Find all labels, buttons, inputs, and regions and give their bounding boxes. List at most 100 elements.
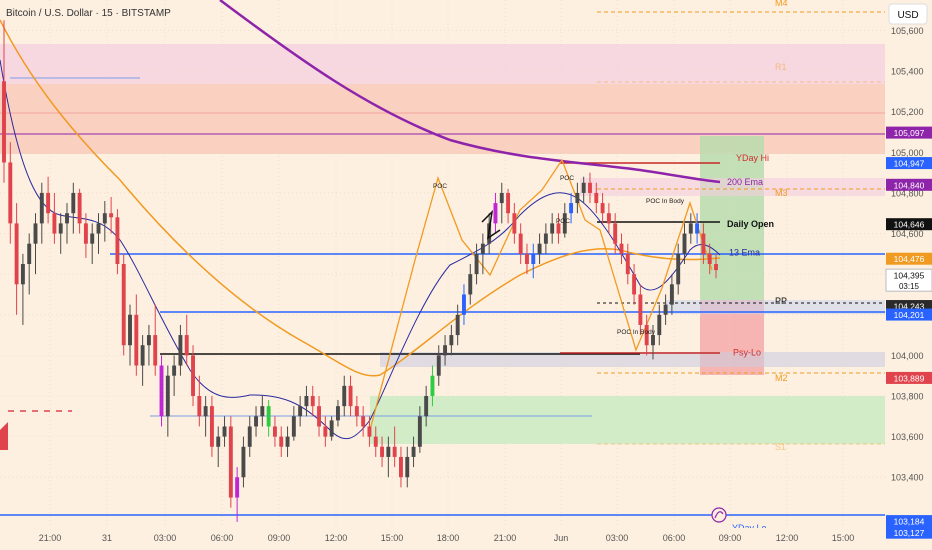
level-label-m4: M4 — [775, 0, 788, 8]
candle-body — [550, 223, 555, 234]
pink-m3-zone — [580, 178, 885, 196]
ydl-icon-glyph — [714, 511, 724, 519]
price-axis-countdown: 03:15 — [899, 282, 920, 291]
candle-body — [606, 213, 611, 224]
candle-body — [600, 203, 605, 214]
candle-body — [468, 274, 473, 295]
candle-body — [77, 192, 82, 224]
level-label-s1: S1 — [775, 442, 786, 452]
candle-body — [518, 233, 523, 254]
candle-body — [20, 264, 25, 285]
candle-body — [203, 406, 208, 417]
time-tick-label: 12:00 — [776, 533, 799, 543]
candle-body — [361, 416, 366, 427]
price-tick-label: 103,600 — [891, 432, 924, 442]
candle-body — [235, 477, 240, 498]
candle-body — [216, 436, 221, 447]
price-axis-tag — [886, 308, 932, 321]
price-axis-tag-text: 104,947 — [894, 159, 925, 169]
time-tick-label: 06:00 — [211, 533, 234, 543]
price-axis-tag — [885, 268, 932, 292]
candle-body — [8, 162, 13, 224]
candle-body — [247, 426, 252, 447]
candle-body — [335, 406, 340, 421]
candle-body — [462, 294, 466, 315]
candle-body — [695, 223, 700, 234]
annotations-group: POC POC POC POC In Body POC In Body — [433, 175, 685, 336]
candle-body — [556, 223, 561, 234]
candle-body — [449, 335, 454, 346]
candle-body — [443, 345, 448, 356]
candle-body — [506, 192, 511, 214]
poc-annotation: POC In Body — [646, 198, 685, 205]
candle-body — [638, 294, 643, 325]
candle-body — [367, 426, 372, 437]
currency-button[interactable] — [888, 3, 928, 25]
price-axis-tag — [886, 252, 932, 265]
time-tick-label: 21:00 — [494, 533, 517, 543]
poc-annotation: POC — [556, 218, 570, 225]
candle-body — [669, 284, 674, 305]
price-axis-tag — [886, 515, 932, 528]
candle-body — [165, 375, 170, 417]
price-axis-tag — [886, 371, 932, 384]
level-label-pp: PP — [775, 296, 787, 306]
price-axis-tag-text: 104,243 — [894, 302, 925, 312]
time-tick-label: 21:00 — [39, 533, 62, 543]
candle-body — [71, 192, 76, 214]
candle-body — [102, 213, 107, 224]
candle-body — [430, 375, 435, 396]
candle-body — [663, 304, 668, 315]
level-label-ema13: 13 Ema — [729, 248, 760, 258]
candle-body — [310, 396, 315, 407]
time-tick-label: 03:00 — [606, 533, 629, 543]
price-tick-label: 105,600 — [891, 26, 924, 36]
price-tick-label: 105,200 — [891, 107, 924, 117]
price-tick-label: 104,000 — [891, 351, 924, 361]
candle-body — [323, 426, 328, 437]
candle-body — [657, 314, 662, 336]
candles-group — [2, 20, 718, 522]
candle-body — [342, 385, 347, 407]
price-tick-label: 104,600 — [891, 229, 924, 239]
green-zone-bottom — [370, 396, 885, 444]
candle-body — [581, 182, 586, 193]
candle-body — [512, 213, 517, 234]
pink-zone-top — [0, 44, 885, 84]
price-tick-label: 103,400 — [891, 473, 924, 483]
candle-body — [424, 396, 429, 417]
candle-body — [184, 335, 189, 356]
price-axis-tag — [886, 157, 932, 170]
symbol-title: Bitcoin / U.S. Dollar · 15 · BITSTAMP — [6, 8, 171, 19]
candle-body — [354, 406, 359, 417]
candle-body — [625, 253, 630, 275]
red-arrow-marker — [0, 422, 8, 450]
candle-body — [285, 436, 290, 447]
candle-body — [644, 324, 649, 346]
candle-body — [701, 233, 706, 254]
candle-body — [33, 223, 38, 244]
candle-body — [254, 416, 258, 427]
candle-body — [83, 223, 88, 244]
price-axis-tag-text: 105,097 — [894, 128, 925, 138]
candle-body — [537, 243, 542, 254]
price-tick-label: 105,400 — [891, 67, 924, 77]
level-label-r1: R1 — [775, 62, 787, 72]
price-axis-tag — [886, 526, 932, 539]
ema-200-line — [219, 0, 721, 184]
candle-body — [209, 406, 214, 447]
gridlines — [0, 0, 885, 528]
price-tick-label: 104,800 — [891, 188, 924, 198]
currency-button-label[interactable]: USD — [897, 10, 918, 21]
candle-body — [191, 355, 195, 396]
candle-body — [317, 406, 321, 427]
price-axis-tag-text: 104,840 — [894, 180, 925, 190]
candle-body — [613, 223, 618, 244]
candle-body — [159, 365, 164, 417]
candle-body — [455, 314, 460, 336]
candle-body — [436, 355, 441, 376]
time-tick-label: 09:00 — [719, 533, 742, 543]
poc-annotation: POC — [560, 175, 574, 182]
candle-body — [632, 274, 637, 295]
